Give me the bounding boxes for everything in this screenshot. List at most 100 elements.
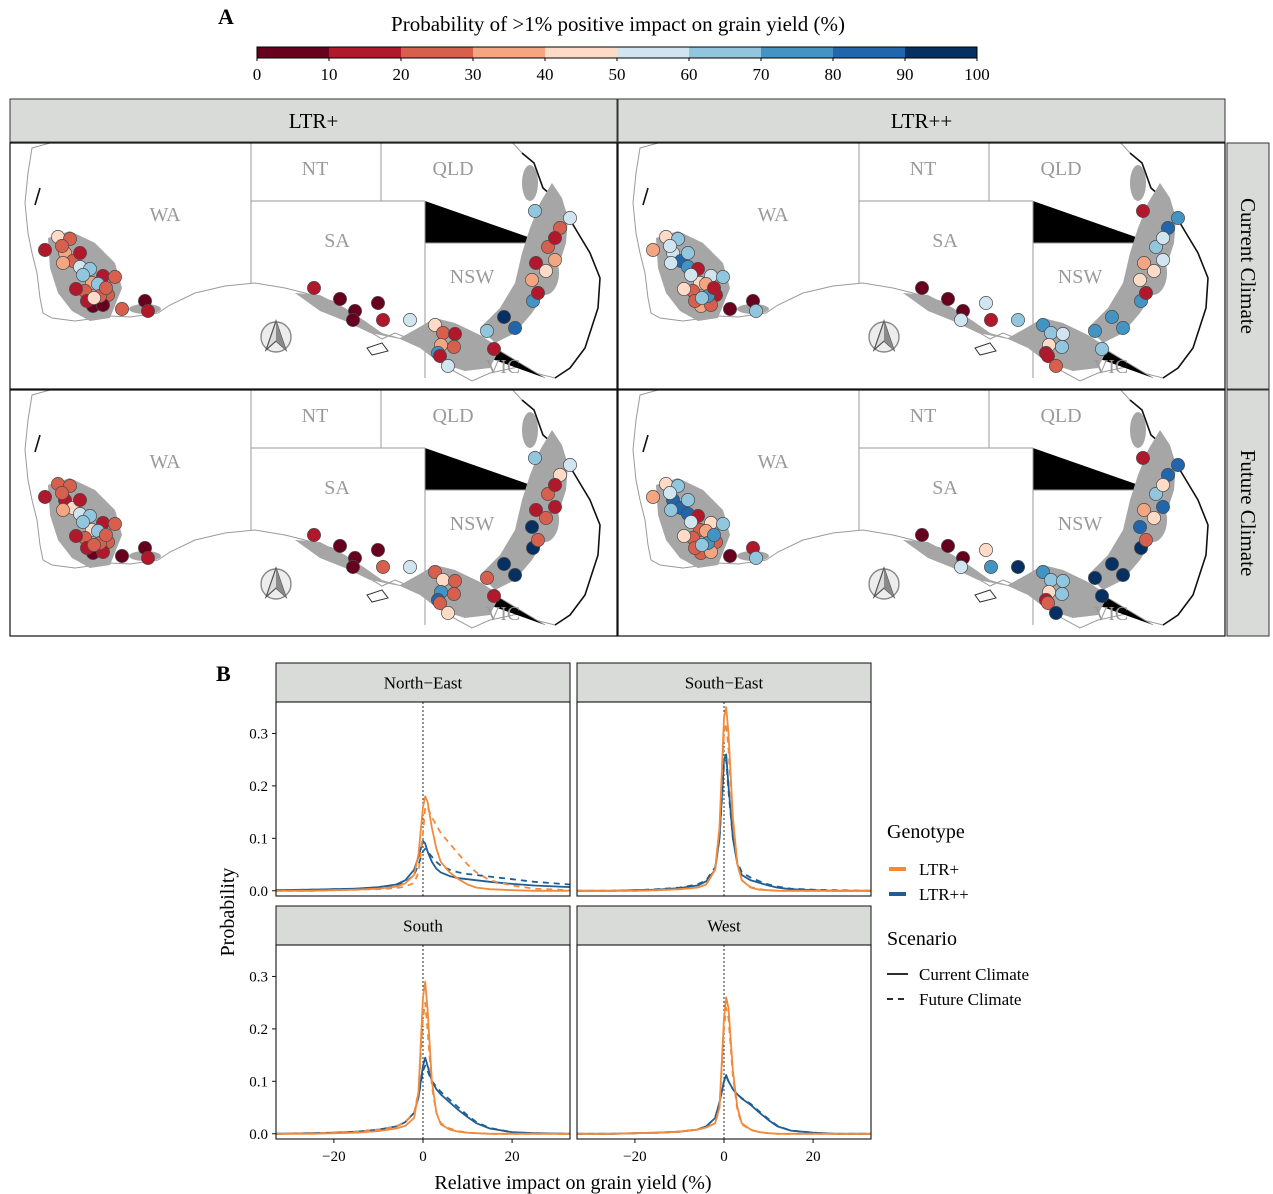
y-tick-label: 0.3 [249, 726, 268, 742]
x-tick-label: 20 [806, 1149, 821, 1165]
panel-a-label: A [218, 4, 234, 29]
y-axis-title: Probability [217, 868, 239, 957]
site-point [548, 478, 562, 492]
site-point [1133, 273, 1147, 287]
site-point [1147, 264, 1161, 278]
colorbar-bin [257, 47, 329, 58]
site-point [979, 543, 993, 557]
site-point [1139, 286, 1153, 300]
site-point [915, 281, 929, 295]
site-point [447, 340, 461, 354]
site-point [1041, 349, 1055, 363]
site-point [529, 256, 543, 270]
site-point [433, 349, 447, 363]
density-line-ltrp-future [275, 1001, 570, 1135]
colorbar-tick-label: 70 [753, 65, 770, 84]
state-label: QLD [1040, 158, 1081, 180]
site-point [681, 493, 695, 507]
site-point [1095, 342, 1109, 356]
density-line-ltrp-current [276, 795, 570, 892]
map-panel: WA NT SA QLD NSW VIC [9, 142, 618, 390]
density-panel: South−East [576, 662, 872, 897]
colorbar-tick-label: 100 [964, 65, 990, 84]
site-point [1116, 321, 1130, 335]
state-label: NSW [1058, 266, 1103, 288]
site-point [87, 291, 101, 305]
site-point [508, 321, 522, 335]
site-point [1055, 587, 1069, 601]
site-point [108, 517, 122, 531]
state-label: WA [149, 451, 181, 473]
colorbar-bin [689, 47, 761, 58]
site-point [941, 539, 955, 553]
site-point [371, 543, 385, 557]
site-point [954, 313, 968, 327]
legend-label-ltrpp: LTR++ [919, 885, 969, 904]
map-grid: LTR+ LTR++ Current Climate Future Climate WA… [9, 98, 1270, 637]
site-point [433, 596, 447, 610]
site-point [1139, 533, 1153, 547]
site-point [346, 313, 360, 327]
site-point [749, 304, 763, 318]
colorbar-tick-label: 0 [253, 65, 262, 84]
site-point [664, 503, 678, 517]
site-point [531, 286, 545, 300]
density-panel: West −20 0 20 [576, 905, 872, 1165]
legend-label-future: Future Climate [919, 990, 1021, 1009]
colorbar-tick-label: 80 [825, 65, 842, 84]
site-point [38, 490, 52, 504]
density-panel: South 0.0 0.1 0.2 0.3 −20 0 20 [249, 905, 571, 1165]
site-point [38, 243, 52, 257]
site-point [684, 515, 698, 529]
colorbar-tick-label: 20 [393, 65, 410, 84]
colorbar-tick-label: 10 [321, 65, 338, 84]
site-point [1049, 359, 1063, 373]
site-point [548, 500, 562, 514]
legend-label-ltrp: LTR+ [919, 860, 959, 879]
site-point [1137, 503, 1151, 517]
site-point [707, 281, 721, 295]
site-point [448, 327, 462, 341]
state-label: NT [302, 158, 329, 180]
map-panel: WA NT SA QLD NSW VIC [9, 389, 618, 637]
site-point [525, 273, 539, 287]
site-point [979, 296, 993, 310]
site-point [56, 503, 70, 517]
site-point [954, 560, 968, 574]
density-line-ltrpp-future [577, 1075, 871, 1135]
site-point [664, 256, 678, 270]
state-label: NSW [450, 266, 495, 288]
site-point [480, 324, 494, 338]
site-point [723, 549, 737, 563]
site-point [55, 239, 69, 253]
site-point [371, 296, 385, 310]
site-point [487, 342, 501, 356]
site-point [436, 326, 450, 340]
colorbar-tick-label: 30 [465, 65, 482, 84]
site-point [684, 268, 698, 282]
site-point [681, 246, 695, 260]
y-tick-label: 0.1 [249, 1074, 268, 1090]
facet-label: West [707, 917, 741, 936]
colorbar-bin [329, 47, 401, 58]
site-point [548, 231, 562, 245]
site-point [56, 256, 70, 270]
map-panel-frame [9, 142, 618, 390]
state-label: VIC [486, 356, 520, 378]
site-point [497, 310, 511, 324]
site-point [508, 568, 522, 582]
site-point [646, 490, 660, 504]
site-point [487, 589, 501, 603]
site-point [716, 517, 730, 531]
site-point [1136, 204, 1150, 218]
site-point [1156, 500, 1170, 514]
y-tick-label: 0.0 [249, 1127, 268, 1143]
site-point [1156, 478, 1170, 492]
site-point [480, 571, 494, 585]
site-point [539, 264, 553, 278]
site-point [984, 560, 998, 574]
site-point [1041, 596, 1055, 610]
colorbar-bin [833, 47, 905, 58]
site-point [346, 560, 360, 574]
state-label: NSW [1058, 513, 1103, 535]
